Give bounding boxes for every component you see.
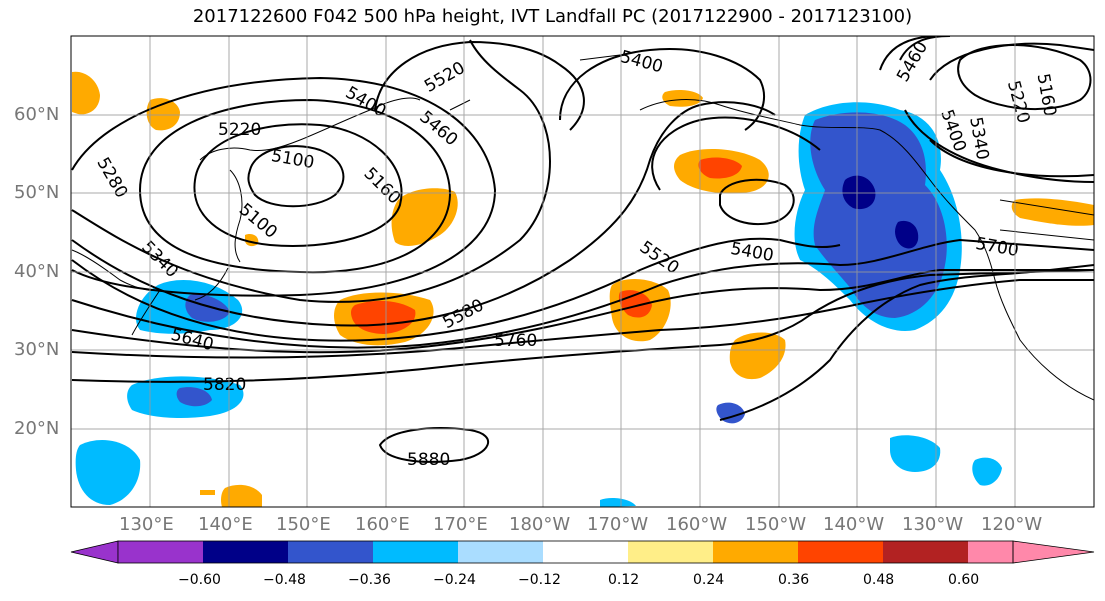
lon-label: 140°W	[823, 514, 885, 535]
colorbar-tick-label: −0.36	[348, 572, 391, 588]
height-contours	[71, 36, 1094, 463]
colorbar-tick-label: 0.12	[608, 572, 640, 588]
colorbar-tick-label: −0.24	[433, 572, 476, 588]
map-plot-area: 5520 5400 5400 5460 5220 5100 5160 5280 …	[71, 36, 1094, 507]
colorbar-tick-label: 0.60	[948, 572, 980, 588]
lat-label: 20°N	[14, 418, 60, 439]
map-title: 2017122600 F042 500 hPa height, IVT Land…	[192, 6, 913, 27]
lon-label: 130°E	[119, 514, 174, 535]
map-frame	[70, 35, 1095, 508]
contour-label: 5220	[218, 120, 261, 140]
colorbar-tick-label: −0.48	[263, 572, 306, 588]
lon-label: 150°W	[745, 514, 807, 535]
colorbar-tick-label: 0.36	[778, 572, 810, 588]
contour-label: 5880	[407, 450, 450, 470]
lon-label: 120°W	[981, 514, 1043, 535]
lat-label: 40°N	[14, 261, 60, 282]
colorbar-tick-label: −0.12	[518, 572, 561, 588]
contour-label: 5760	[494, 331, 537, 351]
colorbar-tick-label: 0.48	[863, 572, 895, 588]
contour-label: 5820	[203, 375, 246, 395]
lon-label: 150°E	[276, 514, 331, 535]
lat-label: 50°N	[14, 182, 60, 203]
lon-label: 160°E	[355, 514, 410, 535]
lon-label: 140°E	[198, 514, 253, 535]
lon-label: 160°W	[666, 514, 728, 535]
lat-label: 30°N	[14, 339, 60, 360]
graticule	[71, 36, 1094, 507]
colorbar-tick-label: 0.24	[693, 572, 725, 588]
coastlines	[71, 54, 1094, 401]
colorbar-tick-label: −0.60	[178, 572, 221, 588]
lat-label: 60°N	[14, 104, 60, 125]
lon-label: 170°W	[587, 514, 649, 535]
colorbar	[70, 540, 1095, 564]
lon-label: 170°E	[433, 514, 488, 535]
lon-label: 130°W	[902, 514, 964, 535]
lon-label: 180°W	[509, 514, 571, 535]
